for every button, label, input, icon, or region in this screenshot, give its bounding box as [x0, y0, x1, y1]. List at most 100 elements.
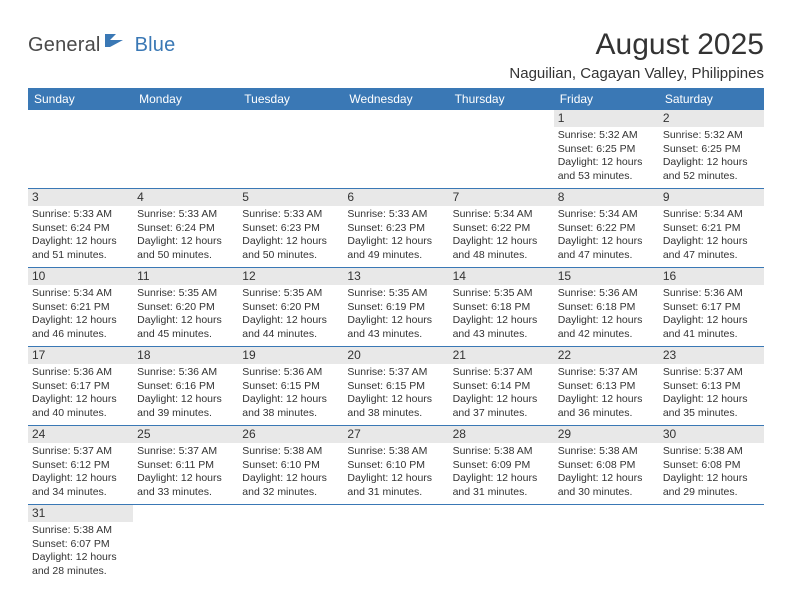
day-dl1: Daylight: 12 hours — [347, 314, 446, 327]
day-number: 25 — [133, 426, 238, 443]
calendar-cell: 8 Sunrise: 5:34 AMSunset: 6:22 PMDaylight… — [554, 189, 659, 268]
day-sunset: Sunset: 6:13 PM — [558, 380, 657, 393]
day-info: Sunrise: 5:36 AMSunset: 6:17 PMDaylight:… — [32, 366, 131, 420]
page-title: August 2025 — [509, 28, 764, 61]
day-dl2: and 40 minutes. — [32, 407, 131, 420]
day-sunrise: Sunrise: 5:38 AM — [453, 445, 552, 458]
day-info: Sunrise: 5:33 AMSunset: 6:24 PMDaylight:… — [137, 208, 236, 262]
calendar-cell — [343, 505, 448, 584]
calendar-table: Sunday Monday Tuesday Wednesday Thursday… — [28, 88, 764, 583]
day-dl2: and 36 minutes. — [558, 407, 657, 420]
calendar-cell: 5Sunrise: 5:33 AMSunset: 6:23 PMDaylight… — [238, 189, 343, 268]
day-dl2: and 38 minutes. — [347, 407, 446, 420]
day-sunrise: Sunrise: 5:36 AM — [32, 366, 131, 379]
day-number: 19 — [238, 347, 343, 364]
day-dl2: and 50 minutes. — [137, 249, 236, 262]
day-info: Sunrise: 5:38 AMSunset: 6:07 PMDaylight:… — [32, 524, 131, 578]
day-info: Sunrise: 5:35 AMSunset: 6:19 PMDaylight:… — [347, 287, 446, 341]
calendar-cell: 17Sunrise: 5:36 AMSunset: 6:17 PMDayligh… — [28, 347, 133, 426]
day-info: Sunrise: 5:35 AMSunset: 6:18 PMDaylight:… — [453, 287, 552, 341]
day-dl1: Daylight: 12 hours — [558, 314, 657, 327]
day-dl1: Daylight: 12 hours — [663, 235, 762, 248]
day-dl2: and 39 minutes. — [137, 407, 236, 420]
day-info: Sunrise: 5:38 AMSunset: 6:10 PMDaylight:… — [242, 445, 341, 499]
day-info: Sunrise: 5:38 AMSunset: 6:10 PMDaylight:… — [347, 445, 446, 499]
day-sunset: Sunset: 6:10 PM — [242, 459, 341, 472]
day-dl1: Daylight: 12 hours — [137, 314, 236, 327]
calendar-cell: 19Sunrise: 5:36 AMSunset: 6:15 PMDayligh… — [238, 347, 343, 426]
day-dl1: Daylight: 12 hours — [453, 472, 552, 485]
day-dl1: Daylight: 12 hours — [558, 235, 657, 248]
calendar-cell: 25Sunrise: 5:37 AMSunset: 6:11 PMDayligh… — [133, 426, 238, 505]
day-sunset: Sunset: 6:14 PM — [453, 380, 552, 393]
day-number: 7 — [449, 189, 554, 206]
day-sunset: Sunset: 6:10 PM — [347, 459, 446, 472]
day-sunrise: Sunrise: 5:33 AM — [242, 208, 341, 221]
calendar-cell — [449, 505, 554, 584]
day-dl2: and 51 minutes. — [32, 249, 131, 262]
day-info: Sunrise: 5:38 AMSunset: 6:09 PMDaylight:… — [453, 445, 552, 499]
day-sunrise: Sunrise: 5:33 AM — [347, 208, 446, 221]
calendar-week-row: 10Sunrise: 5:34 AMSunset: 6:21 PMDayligh… — [28, 268, 764, 347]
day-dl1: Daylight: 12 hours — [453, 235, 552, 248]
calendar-cell: 0 — [28, 110, 133, 189]
day-sunrise: Sunrise: 5:33 AM — [32, 208, 131, 221]
day-sunset: Sunset: 6:24 PM — [137, 222, 236, 235]
calendar-cell: 24Sunrise: 5:37 AMSunset: 6:12 PMDayligh… — [28, 426, 133, 505]
day-sunset: Sunset: 6:25 PM — [663, 143, 762, 156]
day-sunrise: Sunrise: 5:37 AM — [32, 445, 131, 458]
day-sunrise: Sunrise: 5:34 AM — [453, 208, 552, 221]
day-sunrise: Sunrise: 5:37 AM — [663, 366, 762, 379]
day-dl2: and 45 minutes. — [137, 328, 236, 341]
calendar-cell: 20 Sunrise: 5:37 AMSunset: 6:15 PMDayligh… — [343, 347, 448, 426]
day-sunset: Sunset: 6:20 PM — [137, 301, 236, 314]
day-dl2: and 42 minutes. — [558, 328, 657, 341]
day-dl2: and 49 minutes. — [347, 249, 446, 262]
day-number: 4 — [133, 189, 238, 206]
calendar-cell — [659, 505, 764, 584]
day-number: 31 — [28, 505, 133, 522]
calendar-cell: 22Sunrise: 5:37 AMSunset: 6:13 PMDayligh… — [554, 347, 659, 426]
day-number: 6 — [343, 189, 448, 206]
day-sunrise: Sunrise: 5:33 AM — [137, 208, 236, 221]
day-sunset: Sunset: 6:08 PM — [663, 459, 762, 472]
day-number: 13 — [343, 268, 448, 285]
calendar-cell: 16Sunrise: 5:36 AMSunset: 6:17 PMDayligh… — [659, 268, 764, 347]
day-sunrise: Sunrise: 5:38 AM — [663, 445, 762, 458]
day-sunrise: Sunrise: 5:35 AM — [453, 287, 552, 300]
weekday-header: Saturday — [659, 88, 764, 110]
day-dl2: and 33 minutes. — [137, 486, 236, 499]
day-sunrise: Sunrise: 5:37 AM — [558, 366, 657, 379]
logo-text-general: General — [28, 34, 101, 57]
day-dl1: Daylight: 12 hours — [32, 551, 131, 564]
calendar-cell: 0 — [343, 110, 448, 189]
calendar-header-row: Sunday Monday Tuesday Wednesday Thursday… — [28, 88, 764, 110]
title-block: August 2025 Naguilian, Cagayan Valley, P… — [509, 28, 764, 82]
day-number: 12 — [238, 268, 343, 285]
day-number: 30 — [659, 426, 764, 443]
day-info: Sunrise: 5:34 AMSunset: 6:22 PMDaylight:… — [558, 208, 657, 262]
day-info: Sunrise: 5:34 AMSunset: 6:21 PMDaylight:… — [663, 208, 762, 262]
day-dl1: Daylight: 12 hours — [453, 393, 552, 406]
calendar-cell: 1Sunrise: 5:32 AMSunset: 6:25 PMDaylight… — [554, 110, 659, 189]
day-number: 8 — [554, 189, 659, 206]
calendar-cell — [554, 505, 659, 584]
calendar-cell: 6Sunrise: 5:33 AMSunset: 6:23 PMDaylight… — [343, 189, 448, 268]
day-info: Sunrise: 5:37 AMSunset: 6:15 PMDaylight:… — [347, 366, 446, 420]
day-sunset: Sunset: 6:13 PM — [663, 380, 762, 393]
day-sunset: Sunset: 6:15 PM — [347, 380, 446, 393]
day-sunrise: Sunrise: 5:38 AM — [347, 445, 446, 458]
day-dl2: and 32 minutes. — [242, 486, 341, 499]
day-sunrise: Sunrise: 5:36 AM — [558, 287, 657, 300]
day-info: Sunrise: 5:37 AMSunset: 6:13 PMDaylight:… — [663, 366, 762, 420]
day-number: 20 — [343, 347, 448, 364]
calendar-cell: 21Sunrise: 5:37 AMSunset: 6:14 PMDayligh… — [449, 347, 554, 426]
day-sunset: Sunset: 6:25 PM — [558, 143, 657, 156]
day-dl2: and 46 minutes. — [32, 328, 131, 341]
calendar-cell — [238, 505, 343, 584]
weekday-header: Tuesday — [238, 88, 343, 110]
day-sunrise: Sunrise: 5:36 AM — [137, 366, 236, 379]
day-dl2: and 52 minutes. — [663, 170, 762, 183]
day-sunset: Sunset: 6:16 PM — [137, 380, 236, 393]
calendar-cell — [133, 505, 238, 584]
